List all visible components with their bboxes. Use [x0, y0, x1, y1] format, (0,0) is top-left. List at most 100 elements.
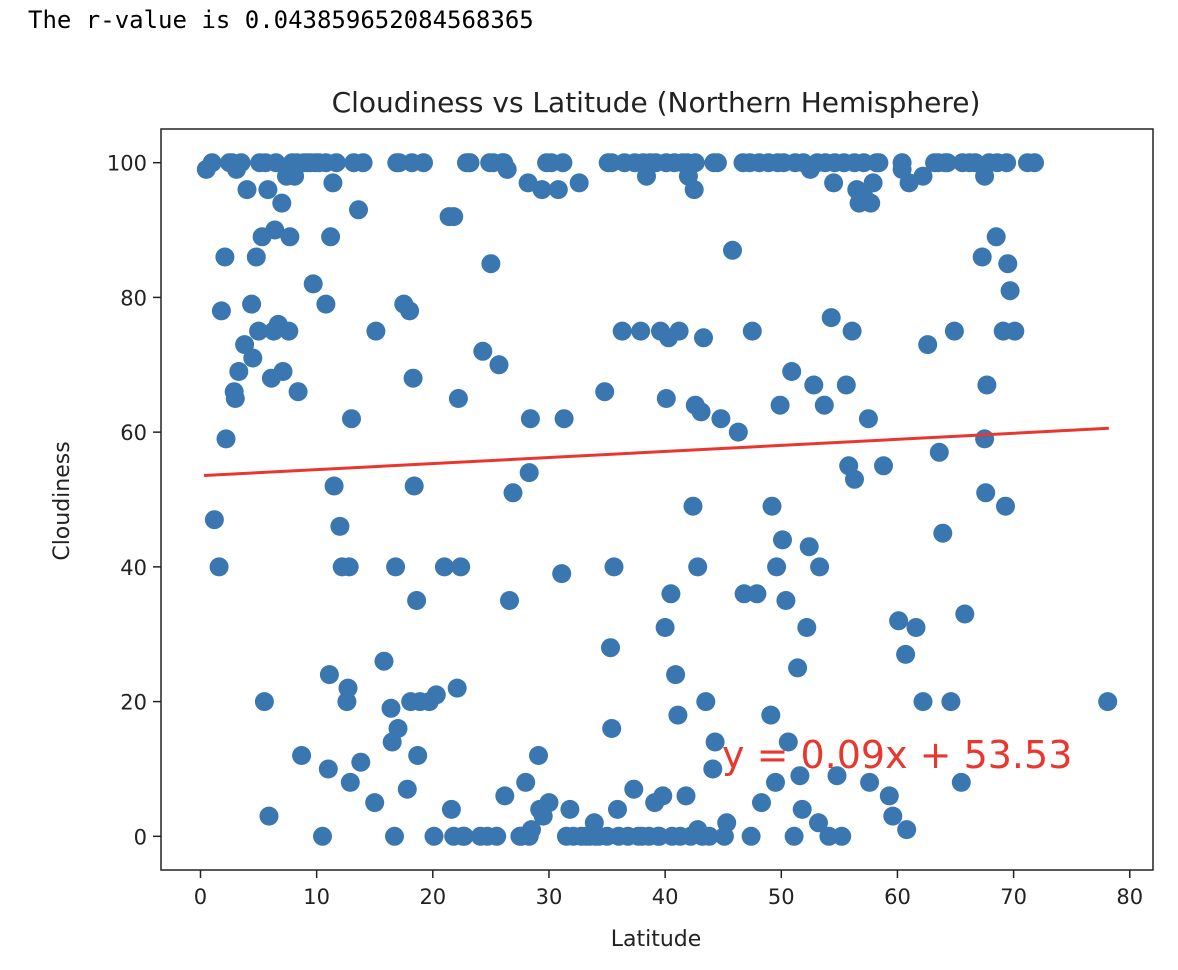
data-point	[824, 173, 844, 193]
data-point	[220, 153, 239, 173]
data-point	[975, 429, 995, 449]
data-point	[790, 766, 810, 786]
x-tick-label: 70	[1000, 885, 1027, 909]
chart-title: Cloudiness vs Latitude (Northern Hemisph…	[332, 86, 981, 119]
data-point	[532, 180, 552, 200]
data-point	[316, 153, 336, 173]
data-point	[548, 180, 568, 200]
data-point	[313, 826, 332, 846]
data-point	[569, 173, 589, 193]
data-point	[799, 537, 819, 557]
data-point	[741, 826, 761, 846]
data-point	[836, 375, 856, 395]
data-point	[386, 557, 406, 577]
data-point	[480, 153, 500, 173]
data-point	[653, 786, 673, 806]
data-point	[897, 820, 917, 840]
data-point	[998, 254, 1018, 274]
data-point	[761, 705, 781, 725]
data-point	[365, 793, 385, 813]
data-point	[696, 692, 716, 712]
data-point	[246, 247, 266, 267]
data-point	[972, 247, 992, 267]
data-point	[906, 618, 926, 637]
data-point	[842, 321, 862, 341]
data-point	[560, 799, 580, 819]
data-point	[883, 806, 903, 826]
r-value-output: The r-value is 0.043859652084568365	[28, 6, 534, 34]
data-point	[211, 301, 231, 321]
x-tick-label: 30	[536, 885, 563, 909]
data-point	[609, 826, 629, 846]
data-point	[387, 153, 407, 173]
data-point	[444, 207, 464, 227]
data-point	[784, 826, 804, 846]
data-point	[684, 180, 704, 200]
data-point	[685, 153, 705, 173]
data-point	[997, 153, 1017, 173]
regression-equation: y = 0.09x + 53.53	[722, 733, 1072, 777]
data-point	[539, 793, 559, 813]
data-point	[487, 826, 507, 846]
data-point	[770, 395, 790, 415]
data-point	[655, 618, 675, 637]
data-point	[688, 557, 708, 577]
data-point	[847, 180, 867, 200]
data-point	[705, 732, 725, 752]
data-point	[809, 813, 828, 833]
data-point	[670, 826, 690, 846]
data-point	[661, 584, 681, 604]
data-point	[237, 180, 257, 200]
data-point	[879, 786, 899, 806]
data-point	[280, 227, 300, 247]
data-point	[481, 254, 501, 274]
data-point	[489, 355, 509, 375]
data-point	[319, 665, 339, 685]
data-point	[400, 301, 420, 321]
data-point	[316, 294, 336, 314]
y-tick-label: 0	[134, 825, 147, 849]
data-point	[955, 604, 975, 624]
data-point	[381, 698, 401, 718]
data-point	[747, 584, 767, 604]
data-point	[913, 166, 933, 186]
data-point	[776, 591, 796, 610]
data-point	[704, 153, 724, 173]
data-point	[258, 180, 278, 200]
data-point	[321, 227, 341, 247]
data-point	[604, 557, 624, 577]
data-point	[996, 496, 1015, 516]
data-point	[254, 692, 274, 712]
data-point	[402, 153, 422, 173]
data-point	[918, 335, 938, 355]
data-point	[762, 496, 782, 516]
data-point	[209, 557, 229, 577]
data-point	[929, 442, 949, 462]
data-point	[602, 719, 622, 738]
data-point	[453, 826, 473, 846]
data-point	[494, 153, 514, 173]
data-point	[318, 759, 338, 779]
data-point	[553, 153, 573, 173]
data-point	[447, 678, 467, 698]
x-tick-label: 50	[768, 885, 795, 909]
data-point	[788, 658, 808, 678]
data-point	[426, 685, 446, 705]
data-point	[516, 772, 536, 792]
data-point	[403, 368, 423, 388]
data-point	[519, 463, 539, 483]
data-point	[202, 153, 222, 173]
data-point	[1098, 692, 1118, 712]
data-point	[676, 786, 696, 806]
data-point	[250, 153, 270, 173]
regression-line	[203, 426, 1109, 478]
data-point	[933, 523, 953, 543]
data-point	[287, 153, 307, 173]
data-point	[832, 826, 852, 846]
x-tick-label: 0	[194, 885, 207, 909]
data-point	[342, 409, 361, 429]
data-point	[669, 321, 689, 341]
data-point	[773, 530, 792, 550]
data-point	[752, 793, 771, 813]
